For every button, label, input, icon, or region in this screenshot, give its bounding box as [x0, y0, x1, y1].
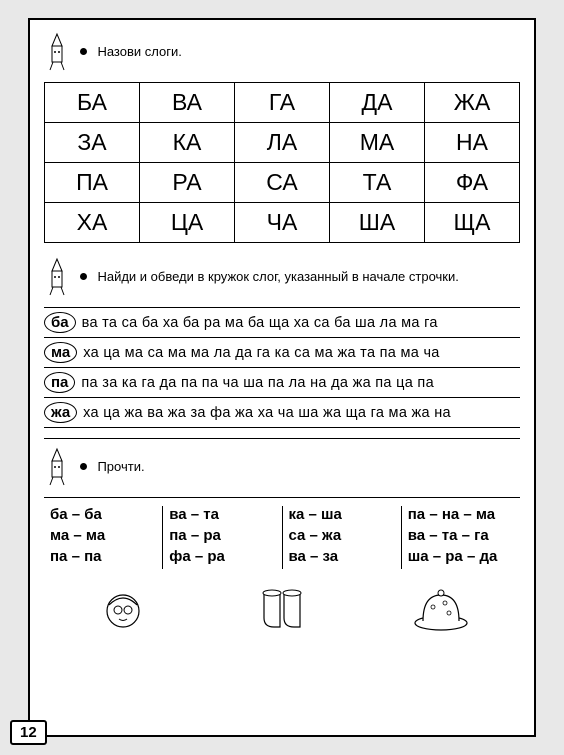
- table-row: БАВАГАДАЖА: [45, 83, 520, 123]
- find-row: па па за ка га да па па ча ша па ла на да…: [44, 368, 520, 398]
- find-row: жа ха ца жа ва жа за фа жа ха ча ша жа ща…: [44, 398, 520, 428]
- find-syllables: па за ка га да па па ча ша па ла на да ж…: [81, 375, 434, 391]
- circled-key: ба: [44, 312, 76, 333]
- read-item: ба – ба: [50, 506, 156, 523]
- read-item: па – на – ма: [408, 506, 514, 523]
- task1-text: Назови слоги.: [97, 44, 181, 59]
- task1-label: Назови слоги.: [80, 43, 182, 61]
- read-column: па – на – ма ва – та – га ша – ра – да: [402, 506, 520, 569]
- pencil-character-icon: [44, 447, 70, 487]
- read-item: фа – ра: [169, 548, 275, 565]
- task3-label: Прочти.: [80, 458, 145, 476]
- task2-label: Найди и обведи в кружок слог, указанный …: [80, 268, 459, 286]
- syllable-cell: ЖА: [425, 83, 520, 123]
- syllable-cell: ЗА: [45, 123, 140, 163]
- read-item: па – па: [50, 548, 156, 565]
- table-row: ЗАКАЛАМАНА: [45, 123, 520, 163]
- read-item: ма – ма: [50, 527, 156, 544]
- page-number: 12: [10, 720, 47, 745]
- circled-key: па: [44, 372, 75, 393]
- bullet-icon: [80, 273, 87, 280]
- syllable-cell: МА: [330, 123, 425, 163]
- read-item: ва – за: [289, 548, 395, 565]
- hat-icon: [411, 583, 471, 633]
- bullet-icon: [80, 463, 87, 470]
- content-frame: Назови слоги. БАВАГАДАЖАЗАКАЛАМАНАПАРАСА…: [28, 18, 536, 737]
- read-column: ка – ша са – жа ва – за: [283, 506, 402, 569]
- read-item: па – ра: [169, 527, 275, 544]
- syllable-cell: ТА: [330, 163, 425, 203]
- syllable-cell: БА: [45, 83, 140, 123]
- read-column: ва – та па – ра фа – ра: [163, 506, 282, 569]
- task1-header: Назови слоги.: [44, 32, 520, 72]
- table-row: ПАРАСАТАФА: [45, 163, 520, 203]
- syllable-cell: СА: [235, 163, 330, 203]
- circled-key: ма: [44, 342, 77, 363]
- read-column: ба – ба ма – ма па – па: [44, 506, 163, 569]
- task2-header: Найди и обведи в кружок слог, указанный …: [44, 257, 520, 297]
- read-item: ва – та: [169, 506, 275, 523]
- read-item: ка – ша: [289, 506, 395, 523]
- read-item: са – жа: [289, 527, 395, 544]
- read-item: ша – ра – да: [408, 548, 514, 565]
- circled-key: жа: [44, 402, 77, 423]
- divider: [44, 438, 520, 439]
- syllable-cell: ЩА: [425, 203, 520, 243]
- pencil-character-icon: [44, 32, 70, 72]
- syllable-cell: РА: [140, 163, 235, 203]
- task3-header: Прочти.: [44, 447, 520, 487]
- syllable-cell: ГА: [235, 83, 330, 123]
- syllable-cell: ША: [330, 203, 425, 243]
- task2-text: Найди и обведи в кружок слог, указанный …: [97, 269, 458, 284]
- bullet-icon: [80, 48, 87, 55]
- grandma-icon: [93, 583, 153, 633]
- syllable-cell: ХА: [45, 203, 140, 243]
- find-rows: ба ва та са ба ха ба ра ма ба ща ха са ба…: [44, 307, 520, 428]
- syllable-cell: ЛА: [235, 123, 330, 163]
- syllable-cell: ПА: [45, 163, 140, 203]
- table-row: ХАЦАЧАШАЩА: [45, 203, 520, 243]
- syllable-cell: ДА: [330, 83, 425, 123]
- read-item: ва – та – га: [408, 527, 514, 544]
- illustration-row: [44, 575, 520, 633]
- find-row: ба ва та са ба ха ба ра ма ба ща ха са ба…: [44, 307, 520, 338]
- read-grid: ба – ба ма – ма па – па ва – та па – ра фа – …: [44, 497, 520, 569]
- syllable-cell: ЦА: [140, 203, 235, 243]
- page-background: Назови слоги. БАВАГАДАЖАЗАКАЛАМАНАПАРАСА…: [0, 0, 564, 755]
- find-syllables: ха ца жа ва жа за фа жа ха ча ша жа ща г…: [83, 405, 451, 421]
- pencil-character-icon: [44, 257, 70, 297]
- syllable-cell: КА: [140, 123, 235, 163]
- task3-text: Прочти.: [97, 459, 144, 474]
- syllable-table: БАВАГАДАЖАЗАКАЛАМАНАПАРАСАТАФАХАЦАЧАШАЩА: [44, 82, 520, 243]
- find-syllables: ва та са ба ха ба ра ма ба ща ха са ба ш…: [82, 315, 438, 331]
- find-syllables: ха ца ма са ма ма ла да га ка са ма жа т…: [83, 345, 439, 361]
- boots-icon: [252, 583, 312, 633]
- syllable-cell: НА: [425, 123, 520, 163]
- syllable-cell: ЧА: [235, 203, 330, 243]
- syllable-cell: ФА: [425, 163, 520, 203]
- syllable-cell: ВА: [140, 83, 235, 123]
- find-row: ма ха ца ма са ма ма ла да га ка са ма жа…: [44, 338, 520, 368]
